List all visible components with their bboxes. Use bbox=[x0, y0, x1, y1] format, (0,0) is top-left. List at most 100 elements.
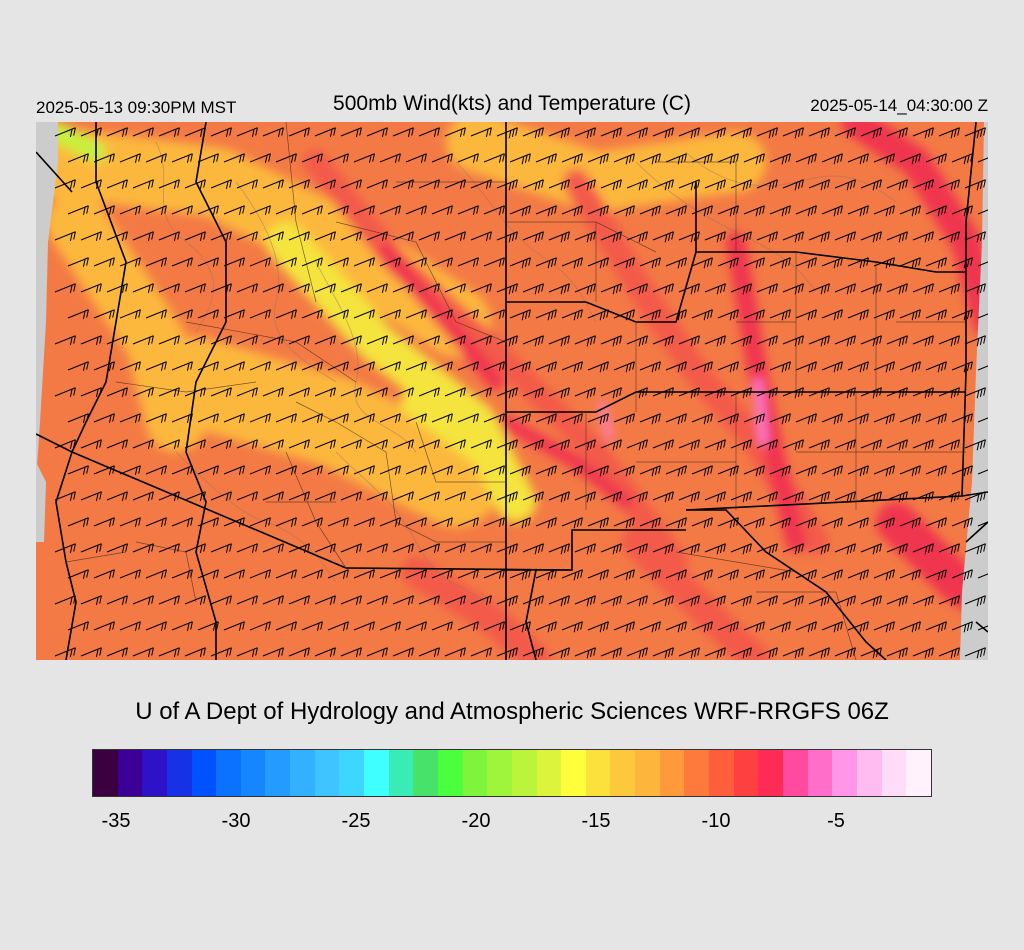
barb-feather bbox=[537, 388, 541, 397]
wind-barb bbox=[418, 439, 440, 449]
wind-barb bbox=[106, 543, 128, 553]
barb-feather bbox=[654, 518, 658, 527]
wind-barb bbox=[847, 257, 869, 269]
barb-feather bbox=[125, 595, 128, 604]
cool-zone bbox=[36, 127, 491, 357]
barb-feather bbox=[515, 647, 518, 656]
wind-barb bbox=[301, 257, 323, 267]
barb-feather bbox=[641, 128, 645, 137]
barb-feather bbox=[963, 416, 967, 425]
barb-feather bbox=[840, 361, 843, 370]
barb-feather bbox=[138, 257, 141, 266]
barb-feather bbox=[216, 153, 219, 162]
barb-feather bbox=[255, 543, 258, 552]
wind-barb bbox=[223, 517, 245, 527]
wind-barb bbox=[938, 543, 960, 555]
wind-barb bbox=[574, 283, 596, 295]
barb-feather bbox=[710, 361, 713, 370]
wind-barb bbox=[860, 595, 882, 607]
barb-feather bbox=[203, 179, 206, 188]
wind-barb bbox=[275, 257, 297, 267]
barb-feather bbox=[706, 206, 710, 215]
barb-feather bbox=[703, 156, 707, 165]
barb-feather bbox=[320, 361, 323, 370]
barb-feather bbox=[957, 439, 960, 448]
wind-barb bbox=[158, 283, 180, 293]
barb-feather bbox=[524, 518, 528, 527]
barb-feather bbox=[125, 231, 128, 240]
barb-feather bbox=[901, 388, 905, 397]
wind-barb bbox=[535, 413, 557, 425]
barb-feather bbox=[671, 231, 674, 240]
barb-feather bbox=[719, 648, 723, 657]
barb-feather bbox=[121, 648, 125, 657]
barb-feather bbox=[703, 468, 707, 477]
wind-barb bbox=[574, 387, 596, 399]
barb-feather bbox=[511, 284, 515, 293]
barb-feather bbox=[472, 518, 476, 527]
barb-feather bbox=[888, 206, 892, 215]
barb-feather bbox=[849, 284, 853, 293]
barb-feather bbox=[918, 361, 921, 370]
barb-feather bbox=[290, 622, 294, 631]
wind-barb bbox=[808, 595, 830, 607]
barb-feather bbox=[290, 570, 294, 579]
barb-feather bbox=[615, 180, 619, 189]
wind-barb bbox=[730, 595, 752, 607]
wind-barb bbox=[522, 543, 544, 555]
barb-feather bbox=[69, 596, 73, 605]
wind-barb bbox=[548, 439, 570, 451]
barb-feather bbox=[667, 648, 671, 657]
wind-barb bbox=[80, 439, 102, 449]
barb-feather bbox=[333, 439, 336, 448]
wind-barb bbox=[366, 595, 388, 605]
wind-barb bbox=[600, 387, 622, 399]
barb-feather bbox=[511, 388, 515, 397]
barb-feather bbox=[775, 387, 778, 396]
wind-barb bbox=[535, 621, 557, 633]
wind-barb bbox=[652, 231, 674, 243]
barb-feather bbox=[833, 208, 837, 217]
barb-feather bbox=[801, 543, 804, 552]
wind-barb bbox=[587, 517, 609, 529]
barb-feather bbox=[641, 440, 645, 449]
barb-feather bbox=[255, 231, 258, 240]
wind-barb bbox=[93, 517, 115, 527]
wind-barb bbox=[886, 387, 908, 399]
barb-feather bbox=[983, 179, 986, 188]
barb-feather bbox=[775, 595, 778, 604]
barb-feather bbox=[82, 154, 86, 163]
barb-feather bbox=[394, 310, 398, 319]
barb-feather bbox=[528, 153, 531, 162]
wind-barb bbox=[639, 309, 661, 321]
barb-feather bbox=[820, 390, 824, 399]
county-border bbox=[756, 591, 857, 660]
barb-feather bbox=[606, 569, 609, 578]
barb-feather bbox=[827, 647, 830, 656]
barb-feather bbox=[758, 414, 762, 423]
wind-barb bbox=[470, 335, 492, 345]
barb-feather bbox=[827, 387, 830, 396]
barb-feather bbox=[573, 156, 577, 165]
barb-feather bbox=[502, 153, 505, 162]
wind-barb bbox=[782, 595, 804, 607]
wind-barb bbox=[67, 153, 89, 163]
barb-feather bbox=[437, 647, 440, 656]
barb-feather bbox=[212, 622, 216, 631]
barb-feather bbox=[238, 206, 242, 215]
barb-feather bbox=[521, 416, 525, 425]
barb-feather bbox=[888, 518, 892, 527]
barb-feather bbox=[134, 154, 138, 163]
wind-barb bbox=[912, 647, 934, 659]
barb-feather bbox=[697, 179, 700, 188]
wind-barb bbox=[522, 439, 544, 451]
barb-feather bbox=[381, 440, 385, 449]
wind-barb bbox=[470, 231, 492, 241]
wind-barb bbox=[587, 257, 609, 269]
barb-feather bbox=[846, 182, 850, 191]
wind-barb bbox=[184, 127, 206, 137]
barb-feather bbox=[242, 205, 245, 214]
barb-feather bbox=[732, 622, 736, 631]
wind-barb bbox=[457, 257, 479, 267]
wind-barb bbox=[743, 517, 765, 529]
